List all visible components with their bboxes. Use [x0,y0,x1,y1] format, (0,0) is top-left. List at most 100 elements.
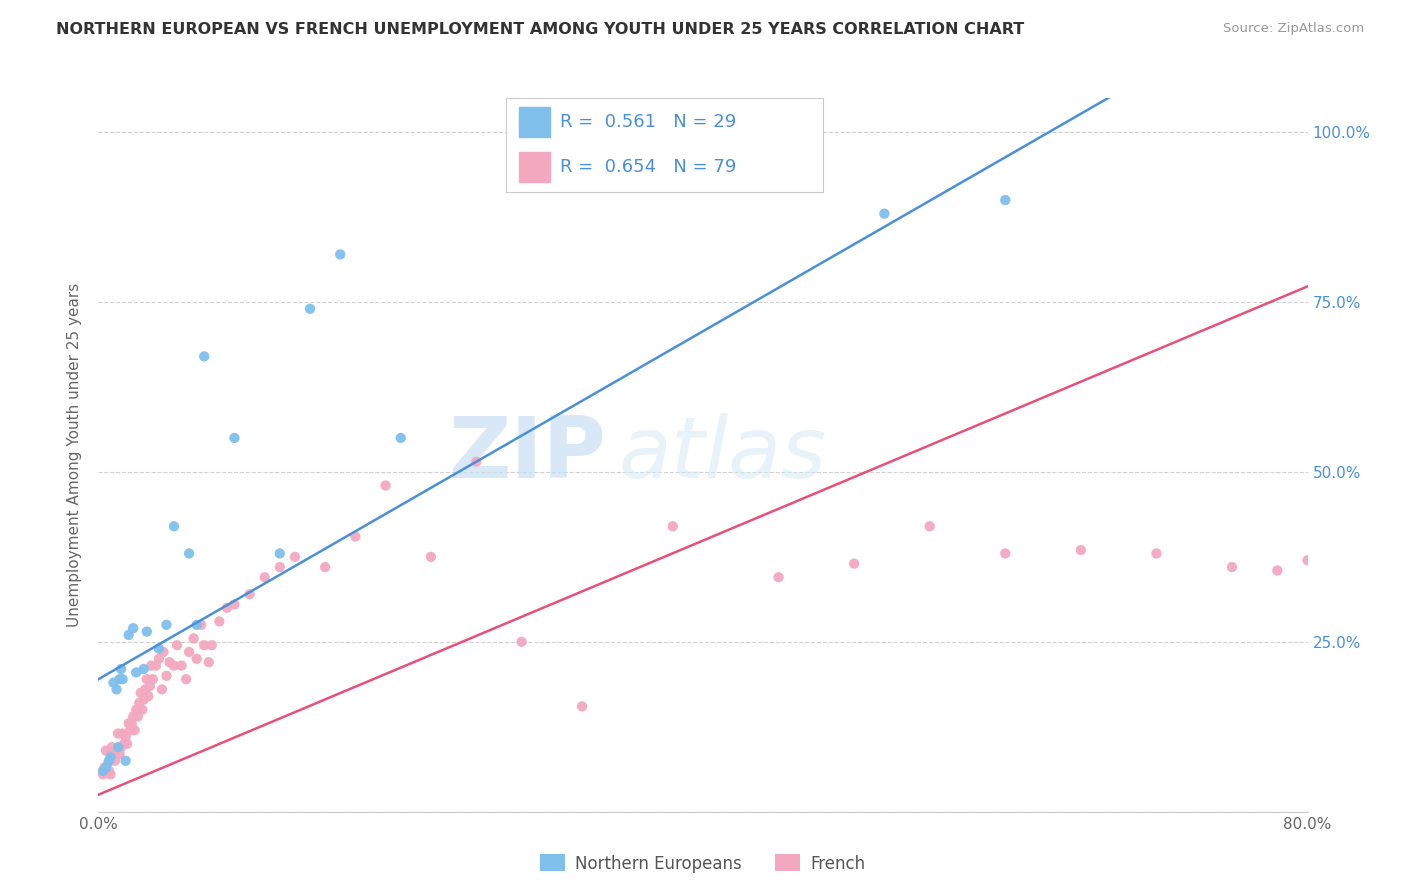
Y-axis label: Unemployment Among Youth under 25 years: Unemployment Among Youth under 25 years [67,283,83,627]
Point [768,570,790,584]
Point [125,665,148,680]
Point [389,431,412,445]
Point [94,743,117,757]
Point [114,754,136,768]
Point [103,747,125,761]
Text: R =  0.561   N = 29: R = 0.561 N = 29 [560,113,737,131]
Point [179,546,201,560]
Point [269,546,291,560]
Point [224,431,246,445]
Point [105,743,128,757]
Point [111,726,134,740]
Text: NORTHERN EUROPEAN VS FRENCH UNEMPLOYMENT AMONG YOUTH UNDER 25 YEARS CORRELATION : NORTHERN EUROPEAN VS FRENCH UNEMPLOYMENT… [56,22,1025,37]
Point [186,652,208,666]
Point [108,747,131,761]
Point [135,672,157,686]
Point [186,617,208,632]
Point [118,716,141,731]
Point [155,669,177,683]
Legend: Northern Europeans, French: Northern Europeans, French [534,847,872,880]
Point [224,598,246,612]
Point [132,662,155,676]
Point [208,615,231,629]
Point [190,617,212,632]
Point [170,658,193,673]
Point [91,767,114,781]
Point [145,658,167,673]
Point [918,519,941,533]
Point [201,638,224,652]
Text: atlas: atlas [619,413,827,497]
Point [844,557,866,571]
Point [129,686,152,700]
Point [420,549,443,564]
Point [100,767,122,781]
Point [112,737,135,751]
Point [1220,560,1243,574]
Point [253,570,276,584]
Point [344,529,367,543]
Point [269,560,291,574]
Point [101,740,124,755]
Point [94,760,117,774]
Point [134,682,156,697]
Point [193,350,215,364]
Point [104,754,127,768]
Point [122,709,145,723]
Point [1327,546,1350,560]
Point [166,638,188,652]
Point [118,628,141,642]
Point [1267,564,1289,578]
Point [108,672,131,686]
Text: ZIP: ZIP [449,413,606,497]
Text: R =  0.654   N = 79: R = 0.654 N = 79 [560,159,737,177]
Point [179,645,201,659]
Point [96,757,118,772]
Point [115,737,138,751]
Point [159,655,181,669]
Point [125,703,148,717]
Point [142,672,165,686]
Point [193,638,215,652]
Point [215,600,238,615]
Point [122,621,145,635]
Point [93,760,115,774]
Bar [519,153,550,183]
Point [1070,543,1092,558]
Point [110,740,132,755]
Point [994,193,1017,207]
Point [107,740,129,755]
Point [141,658,163,673]
Point [111,672,134,686]
Text: Source: ZipAtlas.com: Source: ZipAtlas.com [1223,22,1364,36]
Point [163,519,186,533]
Point [374,478,396,492]
Point [148,652,170,666]
Point [128,696,150,710]
Point [120,723,142,738]
Point [131,703,153,717]
Point [110,662,132,676]
Point [183,632,205,646]
Point [127,709,149,723]
Point [136,689,159,703]
Point [114,730,136,744]
Point [1296,553,1319,567]
Point [139,679,162,693]
Point [91,764,114,778]
Point [1144,546,1167,560]
Point [873,207,896,221]
Bar [519,108,550,137]
Point [174,672,197,686]
Point [98,764,121,778]
Point [148,641,170,656]
Point [1372,301,1395,316]
Point [155,617,177,632]
Point [121,716,143,731]
Point [124,723,146,738]
Point [994,546,1017,560]
Point [197,655,219,669]
Point [510,635,533,649]
Point [100,750,122,764]
Point [98,754,121,768]
